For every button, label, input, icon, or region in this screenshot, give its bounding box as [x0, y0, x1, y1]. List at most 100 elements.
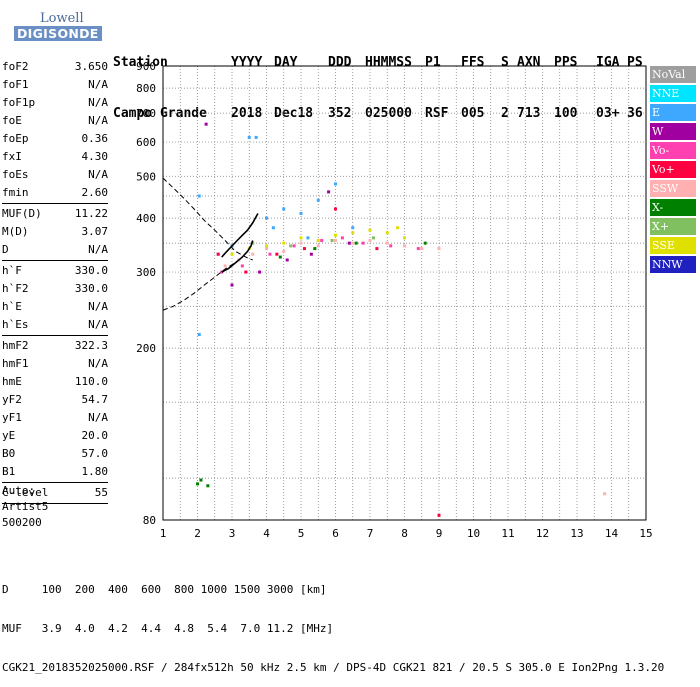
header-value-hhmmss: 025000 — [365, 106, 412, 121]
footer-file-info: CGK21_2018352025000.RSF / 284fx512h 50 k… — [2, 661, 665, 674]
parameter-name: foF1 — [2, 78, 29, 91]
parameter-value: N/A — [88, 78, 108, 91]
parameter-divider — [2, 203, 108, 204]
echo-point — [285, 258, 289, 262]
legend-item-sse: SSE — [650, 237, 696, 254]
parameter-name: foF2 — [2, 60, 29, 73]
parameter-divider — [2, 260, 108, 261]
parameter-value: N/A — [88, 411, 108, 424]
y-tick-label: 600 — [136, 136, 156, 149]
echo-point — [223, 264, 227, 268]
parameter-row: MUF(D) 11.22 — [2, 205, 108, 223]
echo-point — [278, 255, 282, 259]
x-tick-label: 14 — [605, 527, 619, 540]
x-tick-label: 8 — [401, 527, 408, 540]
parameter-name: fxI — [2, 150, 22, 163]
x-tick-label: 11 — [501, 527, 514, 540]
echo-point — [385, 231, 389, 235]
parameter-row: C-level 55 — [2, 484, 108, 502]
echo-point — [437, 513, 441, 517]
legend-item-x-: X- — [650, 199, 696, 216]
x-tick-label: 15 — [639, 527, 652, 540]
footer-info: D 100 200 400 600 800 1000 1500 3000 [km… — [2, 557, 664, 687]
header-value-ddd: 352 — [328, 106, 352, 121]
parameter-row: foF2 3.650 — [2, 58, 108, 76]
echo-point — [603, 492, 607, 496]
footer-distance-row: D 100 200 400 600 800 1000 1500 3000 [km… — [2, 583, 327, 596]
echo-point — [403, 236, 406, 240]
echo-point — [230, 283, 234, 287]
legend-item-e: E — [650, 104, 696, 121]
parameter-name: h`F — [2, 264, 22, 277]
parameter-value: 3.07 — [81, 225, 109, 238]
trace-curves — [162, 177, 259, 311]
header-value-yyyy: 2018 — [231, 106, 263, 121]
x-tick-label: 5 — [298, 527, 305, 540]
parameter-name: yF2 — [2, 393, 22, 406]
x-tick-label: 1 — [160, 527, 167, 540]
echo-point — [334, 238, 337, 242]
parameter-name: h`E — [2, 300, 22, 313]
parameter-row: h`E N/A — [2, 298, 108, 316]
echo-point — [289, 244, 293, 248]
echo-point — [199, 478, 203, 482]
parameter-value: 2.60 — [81, 186, 109, 199]
echo-point — [299, 241, 303, 245]
echo-point — [420, 247, 424, 251]
parameter-name: B1 — [2, 465, 16, 478]
header-value-station: Campo Grande — [113, 106, 207, 121]
x-tick-label: 3 — [229, 527, 236, 540]
parameter-name: foE — [2, 114, 22, 127]
trace-lower — [221, 240, 254, 273]
parameter-name: M(D) — [2, 225, 29, 238]
y-tick-label: 200 — [136, 342, 156, 355]
y-tick-label: 400 — [136, 212, 156, 225]
echo-point — [313, 247, 317, 251]
parameter-value: N/A — [88, 114, 108, 127]
parameter-name: D — [2, 243, 9, 256]
parameter-row: yF1 N/A — [2, 409, 108, 427]
header-value-p1: RSF — [425, 106, 449, 121]
echo-point — [351, 231, 355, 235]
header-value-axn: 713 — [517, 106, 541, 121]
parameter-value: 55 — [94, 486, 108, 499]
parameter-name: yF1 — [2, 411, 22, 424]
header-label-station: Station — [113, 55, 168, 70]
echo-point — [299, 236, 303, 240]
parameter-row: B1 1.80 — [2, 463, 108, 481]
digisonde-logo: Lowell DIGISONDE — [4, 8, 104, 44]
echo-points — [196, 122, 607, 517]
echo-point — [354, 241, 358, 245]
parameter-row: h`F 330.0 — [2, 262, 108, 280]
echo-point — [351, 226, 355, 230]
y-tick-label: 800 — [136, 82, 156, 95]
x-tick-label: 9 — [436, 527, 443, 540]
echo-point — [327, 190, 331, 194]
echo-point — [316, 198, 320, 202]
echo-point — [351, 241, 355, 245]
y-tick-label: 700 — [136, 107, 156, 120]
parameter-value: N/A — [88, 300, 108, 313]
parameter-value: N/A — [88, 318, 108, 331]
auto-version: 500200 — [2, 516, 42, 529]
plot-frame — [162, 65, 647, 521]
parameter-value: 330.0 — [74, 282, 108, 295]
parameter-row: foF1 N/A — [2, 76, 108, 94]
parameter-value: N/A — [88, 96, 108, 109]
parameter-value: 330.0 — [74, 264, 108, 277]
echo-point — [396, 226, 400, 230]
legend-item-nne: NNE — [650, 85, 696, 102]
parameter-row: foEp 0.36 — [2, 130, 108, 148]
echo-point — [368, 238, 372, 242]
parameter-row: hmE 110.0 — [2, 373, 108, 391]
echo-point — [265, 216, 268, 220]
echo-point — [206, 484, 210, 488]
parameter-value: N/A — [88, 357, 108, 370]
echo-point — [282, 207, 286, 211]
x-tick-label: 4 — [263, 527, 270, 540]
parameter-value: N/A — [88, 243, 108, 256]
echo-point — [299, 211, 303, 215]
header-label-s: S — [501, 55, 509, 70]
parameter-name: hmF1 — [2, 357, 29, 370]
parameter-name: h`F2 — [2, 282, 29, 295]
